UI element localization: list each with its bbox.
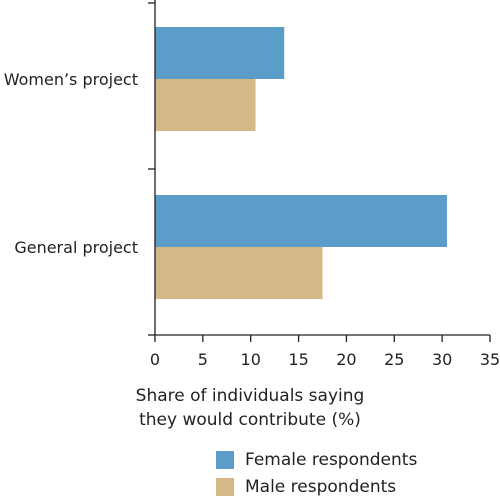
x-tick-label: 25 [384, 350, 404, 369]
x-tick-label: 10 [241, 350, 261, 369]
x-tick-label: 30 [432, 350, 452, 369]
legend-item-male: Male respondents [216, 477, 396, 497]
bar-womens-male [155, 79, 256, 131]
x-tick-label: 20 [336, 350, 356, 369]
bar-womens-female [155, 27, 285, 79]
bar-general-female [155, 195, 447, 247]
x-tick-label: 15 [288, 350, 308, 369]
legend-swatch-female [216, 451, 234, 469]
bar-chart: Women’s project General project 0 5 10 15 20 25… [4, 0, 500, 369]
x-axis-label-line-1: Share of individuals saying [135, 386, 365, 406]
x-tick-label: 5 [198, 350, 208, 369]
legend-label-male: Male respondents [245, 477, 397, 497]
x-axis-label-line-2: they would contribute (%) [139, 410, 361, 430]
x-tick-label: 0 [150, 350, 160, 369]
category-label: Women’s project [4, 70, 138, 89]
legend-label-female: Female respondents [245, 450, 418, 470]
category-label: General project [14, 238, 138, 257]
legend-item-female: Female respondents [216, 450, 417, 470]
x-tick-label: 35 [480, 350, 500, 369]
legend-swatch-male [216, 478, 234, 496]
bar-general-male [155, 247, 323, 299]
